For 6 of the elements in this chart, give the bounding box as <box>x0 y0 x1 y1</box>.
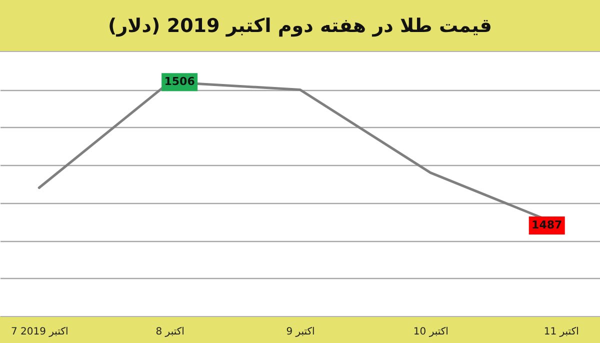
chart-title: قیمت طلا در هفته دوم اکتبر 2019 (دلار) <box>0 0 600 52</box>
x-tick-label: 9 اکتبر <box>286 326 315 338</box>
x-tick-label: 10 اکتبر <box>413 326 448 338</box>
x-tick-label: 11 اکتبر <box>544 326 579 338</box>
x-tick-label: 7 اکتبر 2019 <box>10 326 68 338</box>
x-tick-label: 8 اکتبر <box>156 326 184 338</box>
